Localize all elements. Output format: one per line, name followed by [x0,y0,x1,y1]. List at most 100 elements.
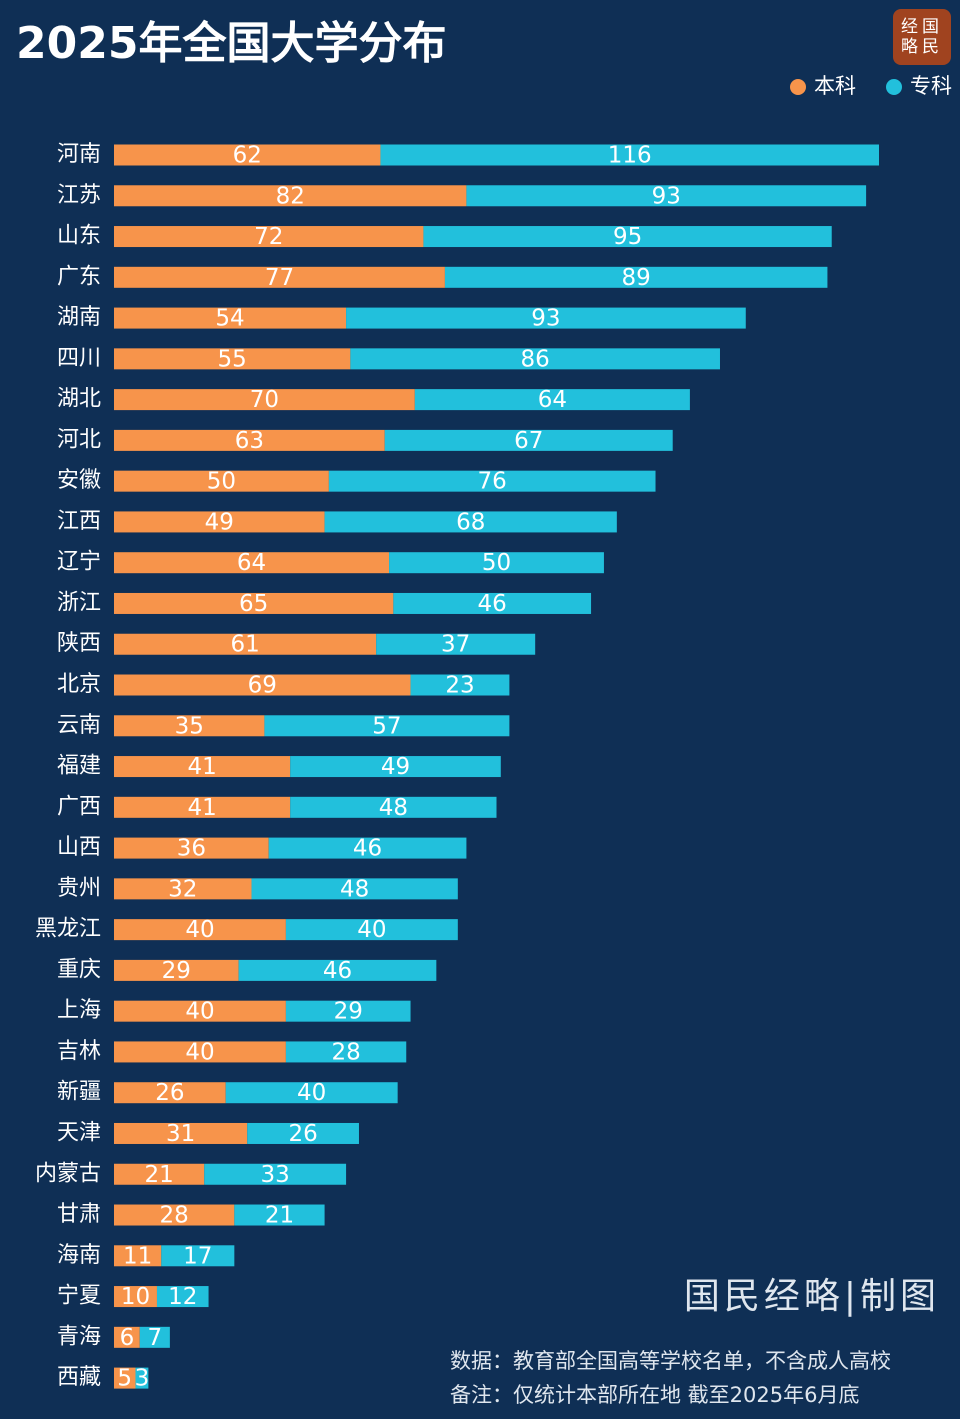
bar-segment [161,1245,235,1267]
legend-marker [886,79,902,95]
bar-segment [376,633,536,655]
value-label: 40 [185,917,214,943]
bar-segment [114,756,291,778]
legend-label: 专科 [910,74,952,98]
bar-segment [114,1163,205,1185]
bar-segment [114,1041,286,1063]
value-label: 6 [120,1325,135,1351]
bar-segment [114,348,351,370]
value-label: 11 [123,1243,152,1269]
value-label: 29 [162,958,191,984]
bar-segment [135,1367,149,1389]
bar-segment [114,1367,136,1389]
category-label: 安徽 [57,468,101,493]
bar-segment [346,307,746,329]
bar-segment [114,796,291,818]
bar-segment [114,389,415,411]
value-label: 54 [215,306,244,332]
bar-segment [114,633,377,655]
logo-text: 经国 [901,17,943,37]
value-label: 82 [276,183,305,209]
value-label: 23 [445,673,474,699]
value-label: 7 [148,1325,163,1351]
value-label: 31 [166,1121,195,1147]
value-label: 46 [353,836,382,862]
value-label: 35 [175,713,204,739]
bar-segment [290,796,497,818]
category-label: 新疆 [57,1080,101,1105]
value-label: 64 [538,387,567,413]
bar-segment [423,226,832,248]
category-label: 西藏 [57,1365,101,1390]
category-label: 宁夏 [57,1284,101,1309]
bar-segment [114,1245,162,1267]
bar-segment [114,266,445,288]
value-label: 41 [187,754,216,780]
value-label: 36 [177,836,206,862]
bar-segment [290,756,501,778]
category-label: 重庆 [57,957,101,982]
value-label: 72 [254,224,283,250]
bar-segment [264,715,510,737]
value-label: 69 [248,673,277,699]
category-label: 湖北 [57,387,101,412]
bar-segment [114,429,385,451]
category-label: 辽宁 [57,550,101,575]
value-label: 65 [239,591,268,617]
category-label: 青海 [57,1324,101,1349]
value-label: 70 [250,387,279,413]
value-label: 5 [117,1366,132,1392]
bar-segment [114,837,269,859]
bar-segment [324,511,617,533]
bar-segment [247,1122,359,1144]
value-label: 95 [613,224,642,250]
bar-segment [114,226,424,248]
credit: 国民经略|制图 [684,1276,940,1317]
value-label: 64 [237,550,266,576]
bar-segment [285,1041,407,1063]
category-label: 河南 [57,142,101,167]
bar-segment [114,1082,226,1104]
bar-segment [380,144,879,166]
value-label: 50 [482,550,511,576]
value-label: 41 [187,795,216,821]
category-label: 天津 [57,1120,101,1145]
logo-box [893,9,951,65]
bar-segment [251,878,458,900]
value-label: 46 [323,958,352,984]
bar-segment [114,1286,157,1308]
value-label: 76 [478,469,507,495]
value-label: 3 [135,1366,150,1392]
category-label: 四川 [57,346,101,371]
value-label: 46 [478,591,507,617]
bar-segment [114,1326,140,1348]
bar-segment [114,511,325,533]
category-label: 北京 [57,672,101,697]
note: 数据：教育部全国高等学校名单，不含成人高校 [450,1349,891,1373]
category-label: 广东 [57,264,101,289]
value-label: 68 [456,509,485,535]
bar-segment [410,674,510,696]
category-label: 上海 [57,998,101,1023]
category-label: 浙江 [57,590,101,615]
value-label: 61 [230,632,259,658]
category-label: 山西 [57,835,101,860]
value-label: 77 [265,265,294,291]
value-label: 37 [441,632,470,658]
category-label: 黑龙江 [35,917,101,942]
bar-segment [114,185,467,207]
bar-segment [114,307,347,329]
value-label: 26 [288,1121,317,1147]
logo-text: 略民 [901,37,943,57]
value-label: 12 [168,1284,197,1310]
value-label: 17 [183,1243,212,1269]
bar-segment [114,1000,286,1022]
value-label: 21 [265,1203,294,1229]
category-label: 湖南 [57,305,101,330]
value-label: 40 [297,1080,326,1106]
bar-segment [139,1326,170,1348]
category-label: 贵州 [57,876,101,901]
category-label: 福建 [57,754,101,779]
value-label: 48 [340,876,369,902]
